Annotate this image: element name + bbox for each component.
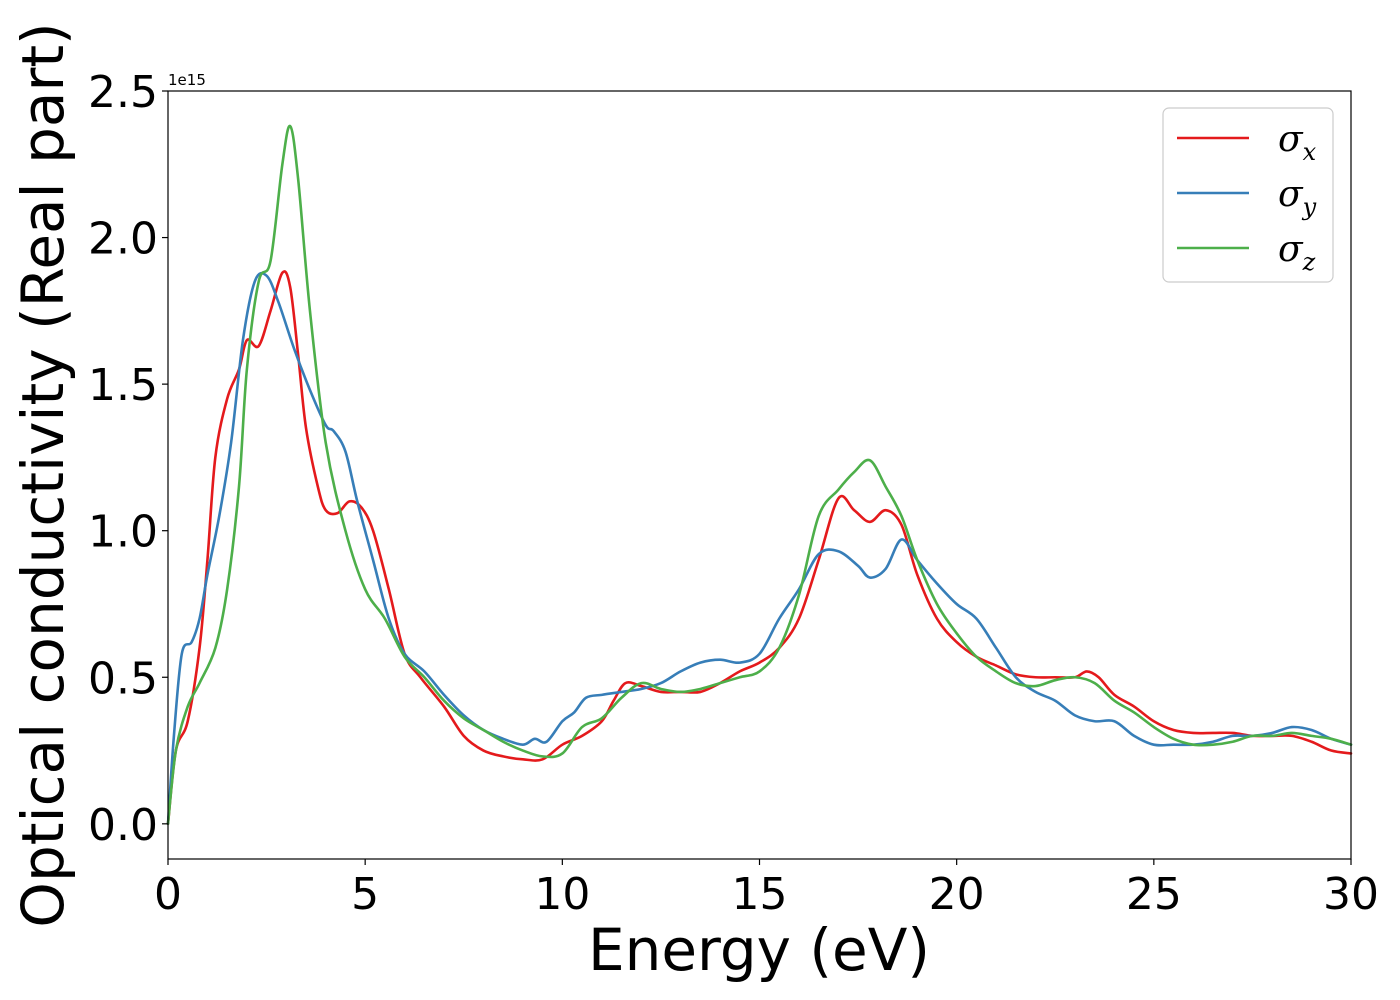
y-tick-label: 2.5 [88,67,158,118]
series-layer [166,124,1353,826]
x-tick-label: 5 [351,869,379,920]
legend-box [1162,107,1334,283]
y-tick-label: 1.5 [88,360,158,411]
legend-label-z: σz [1278,229,1316,276]
legend-label-y: σy [1278,174,1317,221]
y-offset-label: 1e15 [168,71,206,89]
legend-symbol: σ [1278,229,1304,270]
x-axis-label: Energy (eV) [588,916,930,984]
legend-subscript: x [1303,138,1317,166]
y-axis-label: Optical conductivity (Real part) [9,22,77,927]
x-tick-label: 10 [534,869,590,920]
y-tick-label: 1.0 [88,507,158,558]
y-tick-label: 0.0 [88,800,158,851]
y-tick-label: 2.0 [88,214,158,265]
y-tick-label: 0.5 [88,653,158,704]
y-axis-ticks: 0.0 0.5 1.0 1.5 2.0 2.5 [88,67,168,851]
legend-label-x: σx [1278,119,1317,166]
x-tick-label: 20 [929,869,985,920]
series-line-y [166,271,1353,826]
legend-subscript: z [1302,248,1316,276]
x-tick-label: 25 [1126,869,1182,920]
series-line-x [166,270,1353,826]
x-tick-label: 15 [732,869,788,920]
x-axis-ticks: 0 5 10 15 20 25 30 [154,859,1379,920]
legend-subscript: y [1302,193,1317,221]
x-tick-label: 30 [1323,869,1379,920]
x-tick-label: 0 [154,869,182,920]
legend-symbol: σ [1278,119,1304,160]
legend-symbol: σ [1278,174,1304,215]
series-line-z [166,124,1353,826]
